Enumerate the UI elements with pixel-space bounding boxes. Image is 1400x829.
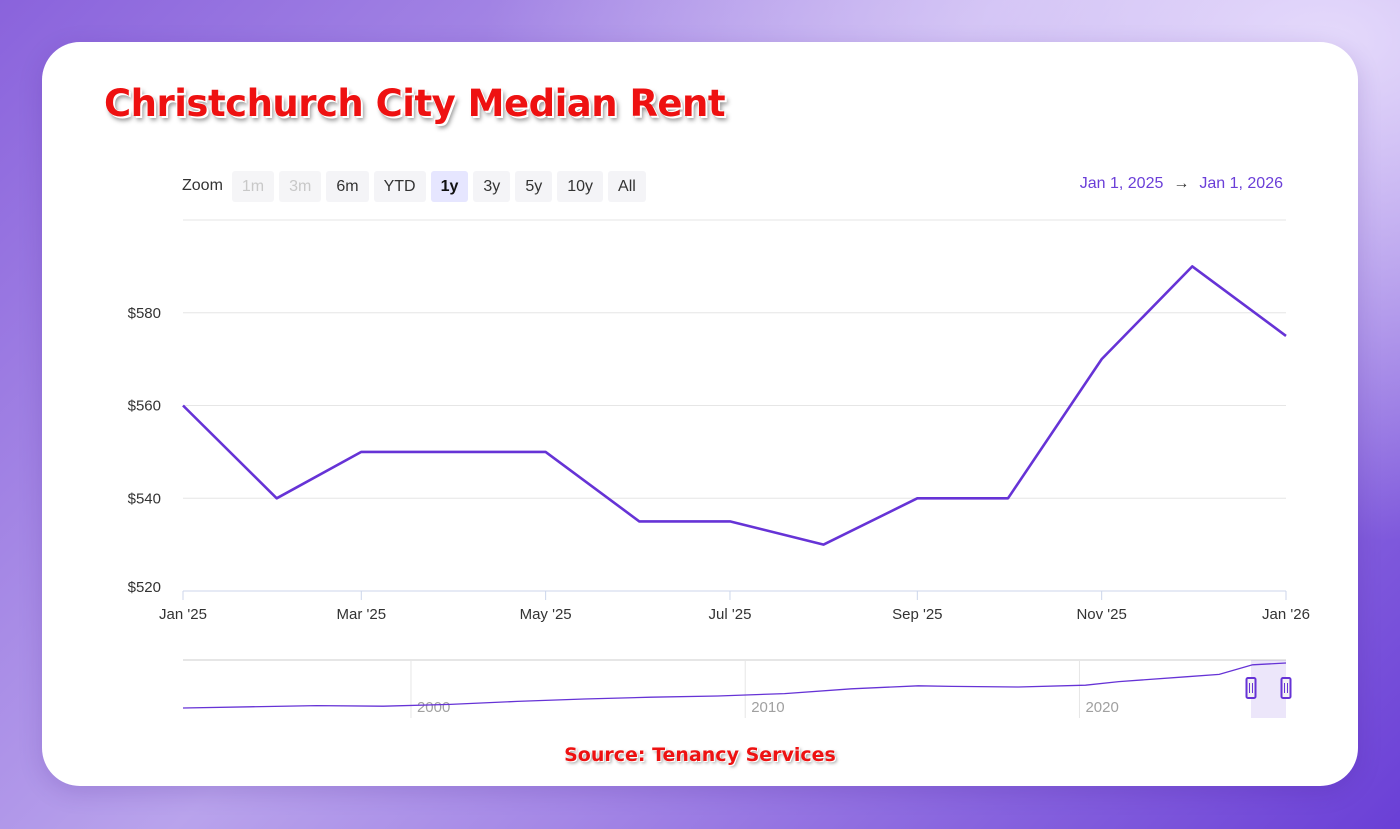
zoom-toolbar: Zoom 1m 3m 6m YTD 1y 3y 5y 10y All <box>182 170 646 202</box>
range-arrow-icon: → <box>1173 175 1190 192</box>
date-range: Jan 1, 2025 → Jan 1, 2026 <box>1080 175 1283 193</box>
zoom-6m-button[interactable]: 6m <box>326 170 369 202</box>
range-from-date[interactable]: Jan 1, 2025 <box>1079 175 1164 192</box>
zoom-ytd-button[interactable]: YTD <box>373 170 426 202</box>
zoom-all-button[interactable]: All <box>608 170 646 202</box>
zoom-1y-button[interactable]: 1y <box>430 170 469 202</box>
y-tick-label: $580 <box>128 305 161 322</box>
zoom-3y-button[interactable]: 3y <box>473 170 511 202</box>
navigator-series-line <box>182 662 1287 709</box>
x-tick-label: May '25 <box>520 606 572 623</box>
navigator-tick-label: 2020 <box>1085 699 1118 716</box>
range-to-date[interactable]: Jan 1, 2026 <box>1199 175 1283 192</box>
y-tick-label: $560 <box>128 398 161 415</box>
x-tick-label: Jan '25 <box>159 606 207 623</box>
x-tick-label: Sep '25 <box>892 606 942 623</box>
navigator-left-handle[interactable] <box>1245 677 1257 699</box>
y-tick-label: $540 <box>128 490 161 507</box>
x-tick-label: Nov '25 <box>1076 606 1126 623</box>
zoom-10y-button[interactable]: 10y <box>557 170 604 202</box>
navigator-right-handle[interactable] <box>1280 677 1292 699</box>
navigator-selection <box>1251 660 1286 718</box>
chart-card <box>42 42 1358 786</box>
y-tick-label: $520 <box>128 579 161 596</box>
zoom-5y-button[interactable]: 5y <box>515 170 553 202</box>
zoom-3m-button[interactable]: 3m <box>279 170 322 202</box>
x-tick-label: Jan '26 <box>1262 606 1310 623</box>
source-caption: Source: Tenancy Services <box>564 744 836 766</box>
zoom-label: Zoom <box>182 177 223 194</box>
x-tick-label: Jul '25 <box>709 606 752 623</box>
navigator-tick-label: 2010 <box>751 699 784 716</box>
x-tick-label: Mar '25 <box>337 606 387 623</box>
zoom-1m-button[interactable]: 1m <box>231 170 275 202</box>
chart-title: Christchurch City Median Rent <box>104 82 726 125</box>
navigator-tick-label: 2000 <box>417 699 450 716</box>
